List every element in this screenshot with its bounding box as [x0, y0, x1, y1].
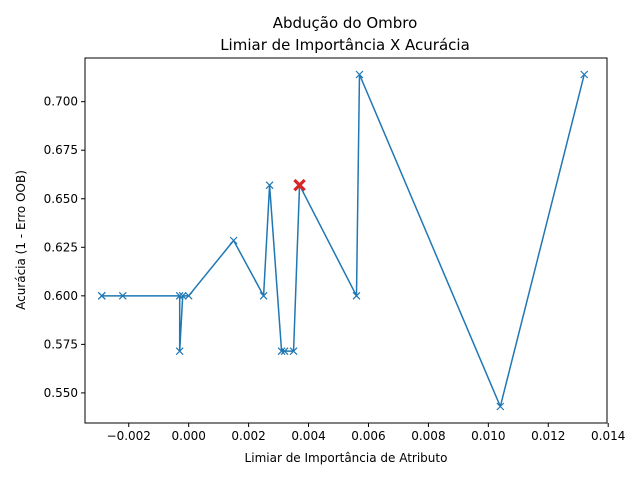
- y-axis-label: Acurácia (1 - Erro OOB): [14, 170, 28, 310]
- y-tick-label: 0.625: [44, 240, 78, 254]
- x-tick-label: 0.006: [351, 429, 385, 443]
- data-point-marker: [280, 347, 289, 356]
- y-tick-label: 0.700: [44, 95, 78, 109]
- highlight-point-marker: [293, 178, 306, 192]
- chart-title: Abdução do Ombro: [273, 14, 418, 32]
- x-tick-label: 0.004: [291, 429, 325, 443]
- x-tick-label: 0.008: [411, 429, 445, 443]
- data-point-marker: [175, 347, 184, 356]
- axes-frame: [84, 57, 608, 424]
- data-point-marker: [178, 291, 187, 300]
- x-tick-label: 0.010: [471, 429, 505, 443]
- x-axis-label: Limiar de Importância de Atributo: [245, 451, 448, 465]
- x-tick-label: −0.002: [107, 429, 151, 443]
- data-point-marker: [496, 402, 505, 411]
- data-point-marker: [277, 347, 286, 356]
- data-point-marker: [352, 291, 361, 300]
- y-tick-label: 0.650: [44, 192, 78, 206]
- data-point-marker: [580, 70, 589, 79]
- x-tick-label: 0.000: [172, 429, 206, 443]
- x-tick-label: 0.014: [591, 429, 625, 443]
- data-point-marker: [259, 291, 268, 300]
- data-point-marker: [184, 291, 193, 300]
- data-point-marker: [355, 70, 364, 79]
- data-point-marker: [118, 291, 127, 300]
- chart-subtitle: Limiar de Importância X Acurácia: [220, 36, 470, 54]
- plot-area: −0.002 0.000 0.002 0.004 0.006 0.008 0.010 0.01…: [44, 70, 625, 443]
- y-tick-label: 0.550: [44, 386, 78, 400]
- y-tick-label: 0.600: [44, 289, 78, 303]
- x-tick-label: 0.012: [531, 429, 565, 443]
- y-tick-label: 0.675: [44, 143, 78, 157]
- data-point-marker: [265, 181, 274, 190]
- data-point-marker: [97, 291, 106, 300]
- data-point-marker: [289, 347, 298, 356]
- data-point-marker: [175, 291, 184, 300]
- y-tick-label: 0.575: [44, 337, 78, 351]
- data-point-marker: [229, 236, 238, 245]
- x-tick-label: 0.002: [231, 429, 265, 443]
